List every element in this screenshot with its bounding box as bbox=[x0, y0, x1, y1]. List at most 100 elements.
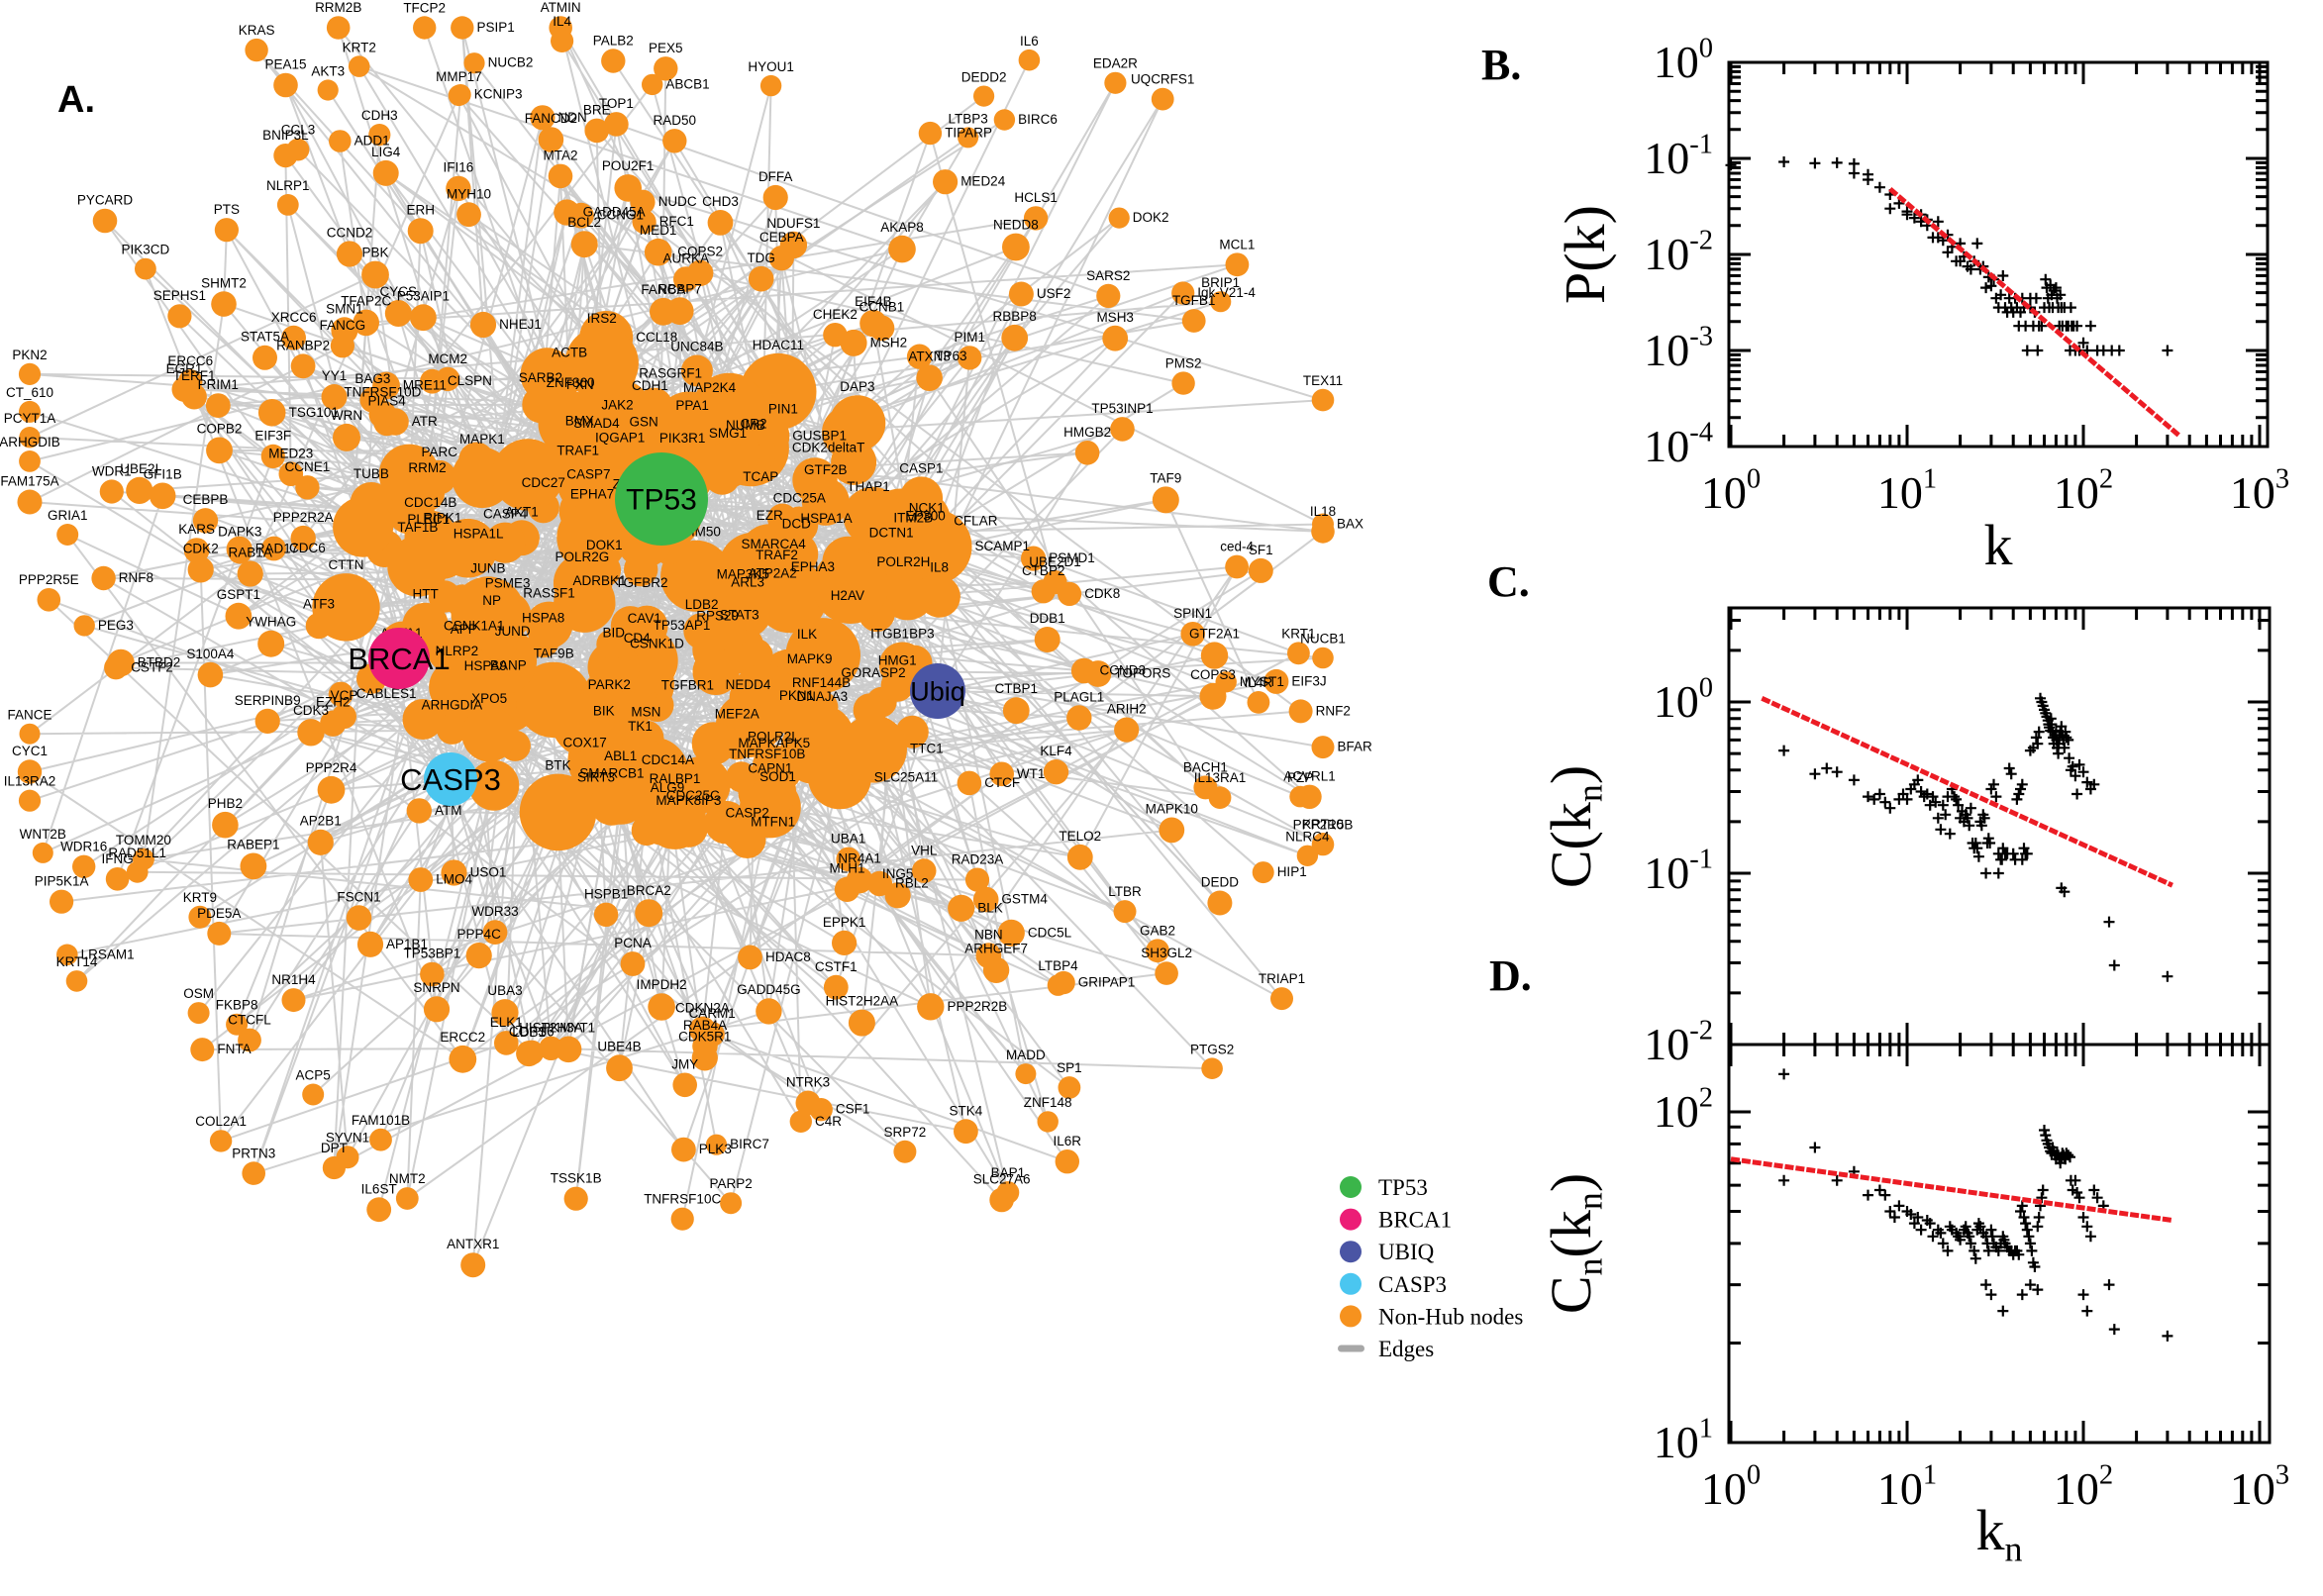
network-node bbox=[205, 393, 231, 418]
gene-label: IL6ST bbox=[361, 1181, 397, 1196]
network-node bbox=[691, 722, 736, 765]
network-node bbox=[317, 775, 346, 804]
gene-label: TGFBR1 bbox=[661, 677, 714, 692]
network-node bbox=[207, 921, 232, 946]
network-node bbox=[604, 112, 629, 137]
network-node bbox=[441, 859, 467, 886]
network-node bbox=[410, 304, 437, 332]
network-node bbox=[704, 442, 752, 489]
network-node bbox=[618, 735, 662, 778]
gene-label: TAF9B bbox=[534, 647, 574, 661]
network-node bbox=[18, 362, 42, 385]
network-node bbox=[1225, 252, 1250, 277]
network-node bbox=[1102, 325, 1129, 351]
panel-label-a: A. bbox=[57, 79, 95, 121]
svg-text:100: 100 bbox=[1654, 672, 1713, 727]
network-node bbox=[1207, 890, 1233, 916]
gene-label: HDAC8 bbox=[765, 949, 811, 964]
gene-label: CTCF bbox=[984, 775, 1020, 790]
network-node bbox=[329, 130, 352, 152]
network-node bbox=[620, 951, 646, 976]
gene-label: UBA1 bbox=[831, 832, 865, 847]
gene-label: TSSK1B bbox=[551, 1171, 602, 1186]
gene-label: CDC25C bbox=[666, 788, 720, 803]
gene-label: MCM2 bbox=[428, 351, 467, 366]
network-node bbox=[1146, 939, 1169, 963]
network-node bbox=[278, 461, 304, 487]
gene-label: BRE bbox=[583, 103, 611, 118]
gene-label: PDE5A bbox=[197, 906, 241, 921]
network-node bbox=[447, 653, 494, 701]
network-node bbox=[402, 699, 444, 740]
gene-label: PPP4C bbox=[457, 927, 502, 942]
gene-label: PARC bbox=[421, 445, 457, 459]
network-node bbox=[1114, 717, 1140, 743]
gene-label: CDC25A bbox=[773, 491, 826, 506]
gene-label: PPP2R2A bbox=[273, 510, 334, 525]
gene-label: MED1 bbox=[640, 223, 677, 238]
gene-label: CDK3 bbox=[293, 703, 329, 718]
network-node bbox=[378, 444, 440, 505]
gene-label: KRT10 bbox=[1302, 817, 1344, 832]
gene-label: NLRP1 bbox=[266, 178, 310, 193]
gene-label: XRCC6 bbox=[271, 310, 317, 325]
gene-label: GADD45A bbox=[583, 205, 646, 220]
gene-label: SYVN1 bbox=[326, 1130, 369, 1145]
network-node bbox=[756, 998, 782, 1025]
gene-label: CSF1 bbox=[836, 1102, 870, 1117]
legend-label: BRCA1 bbox=[1378, 1208, 1452, 1233]
gene-label: PRTN3 bbox=[232, 1146, 275, 1160]
network-node bbox=[888, 235, 916, 263]
gene-label: TOP1 bbox=[599, 96, 634, 111]
gene-label: TUBB bbox=[354, 466, 389, 481]
network-node bbox=[1311, 833, 1335, 856]
gene-label: ced-4 bbox=[1220, 540, 1254, 554]
gene-label: CASP1 bbox=[899, 461, 943, 476]
gene-label: ADD1 bbox=[354, 134, 390, 149]
legend-swatch-circle bbox=[1340, 1305, 1362, 1328]
network-node bbox=[911, 858, 937, 883]
gene-label: RAD51L1 bbox=[108, 846, 166, 860]
gene-label: FNTA bbox=[217, 1042, 251, 1056]
gene-label: RANBP2 bbox=[276, 338, 330, 352]
gene-label: CDH1 bbox=[632, 378, 668, 393]
gene-label: TAF9 bbox=[1150, 470, 1181, 485]
network-node bbox=[606, 1054, 633, 1082]
gene-label: MTA2 bbox=[543, 149, 577, 163]
gene-label: FAM101B bbox=[352, 1113, 410, 1128]
ylabel-B: P(k) bbox=[1553, 205, 1617, 304]
network-node bbox=[491, 439, 564, 511]
axis-ticks-C bbox=[1729, 608, 2270, 1047]
gene-label: MLH1 bbox=[829, 861, 864, 876]
hub-node-ubiq bbox=[910, 663, 965, 719]
network-hubs: TP53 BRCA1 Ubiq CASP3 bbox=[348, 452, 965, 806]
network-node bbox=[672, 1072, 697, 1098]
gene-label: POLR2L bbox=[748, 730, 799, 745]
gene-label: COPB2 bbox=[197, 421, 243, 436]
gene-label: EGR1 bbox=[166, 361, 203, 376]
network-node bbox=[384, 300, 412, 327]
gene-label: CDC6 bbox=[289, 541, 326, 555]
network-node bbox=[538, 127, 564, 152]
svg-text:103: 103 bbox=[2230, 463, 2289, 518]
gene-label: CTBP2 bbox=[1022, 563, 1065, 578]
gene-label: COX17 bbox=[563, 735, 607, 749]
network-node bbox=[550, 431, 610, 490]
xlabel-D: kn bbox=[1976, 1498, 2023, 1569]
gene-label: THAP1 bbox=[847, 479, 890, 494]
gene-label: TFAP2C bbox=[341, 294, 391, 309]
gene-label: COPS2 bbox=[677, 245, 723, 259]
network-node bbox=[839, 715, 907, 783]
gene-label: JUNB bbox=[470, 560, 505, 575]
gene-label: DAP3 bbox=[840, 379, 874, 394]
gene-label: ATP2A2 bbox=[749, 565, 797, 580]
network-node bbox=[670, 1207, 694, 1231]
network-node bbox=[254, 708, 280, 735]
network-node bbox=[1248, 557, 1273, 583]
gene-label: PARK2 bbox=[588, 677, 631, 692]
gene-label: CCNB1 bbox=[859, 299, 905, 314]
gene-label: MADD bbox=[1006, 1047, 1046, 1062]
network-node bbox=[372, 159, 399, 186]
gene-label: RAB1A bbox=[229, 545, 272, 559]
network-node bbox=[99, 479, 124, 504]
